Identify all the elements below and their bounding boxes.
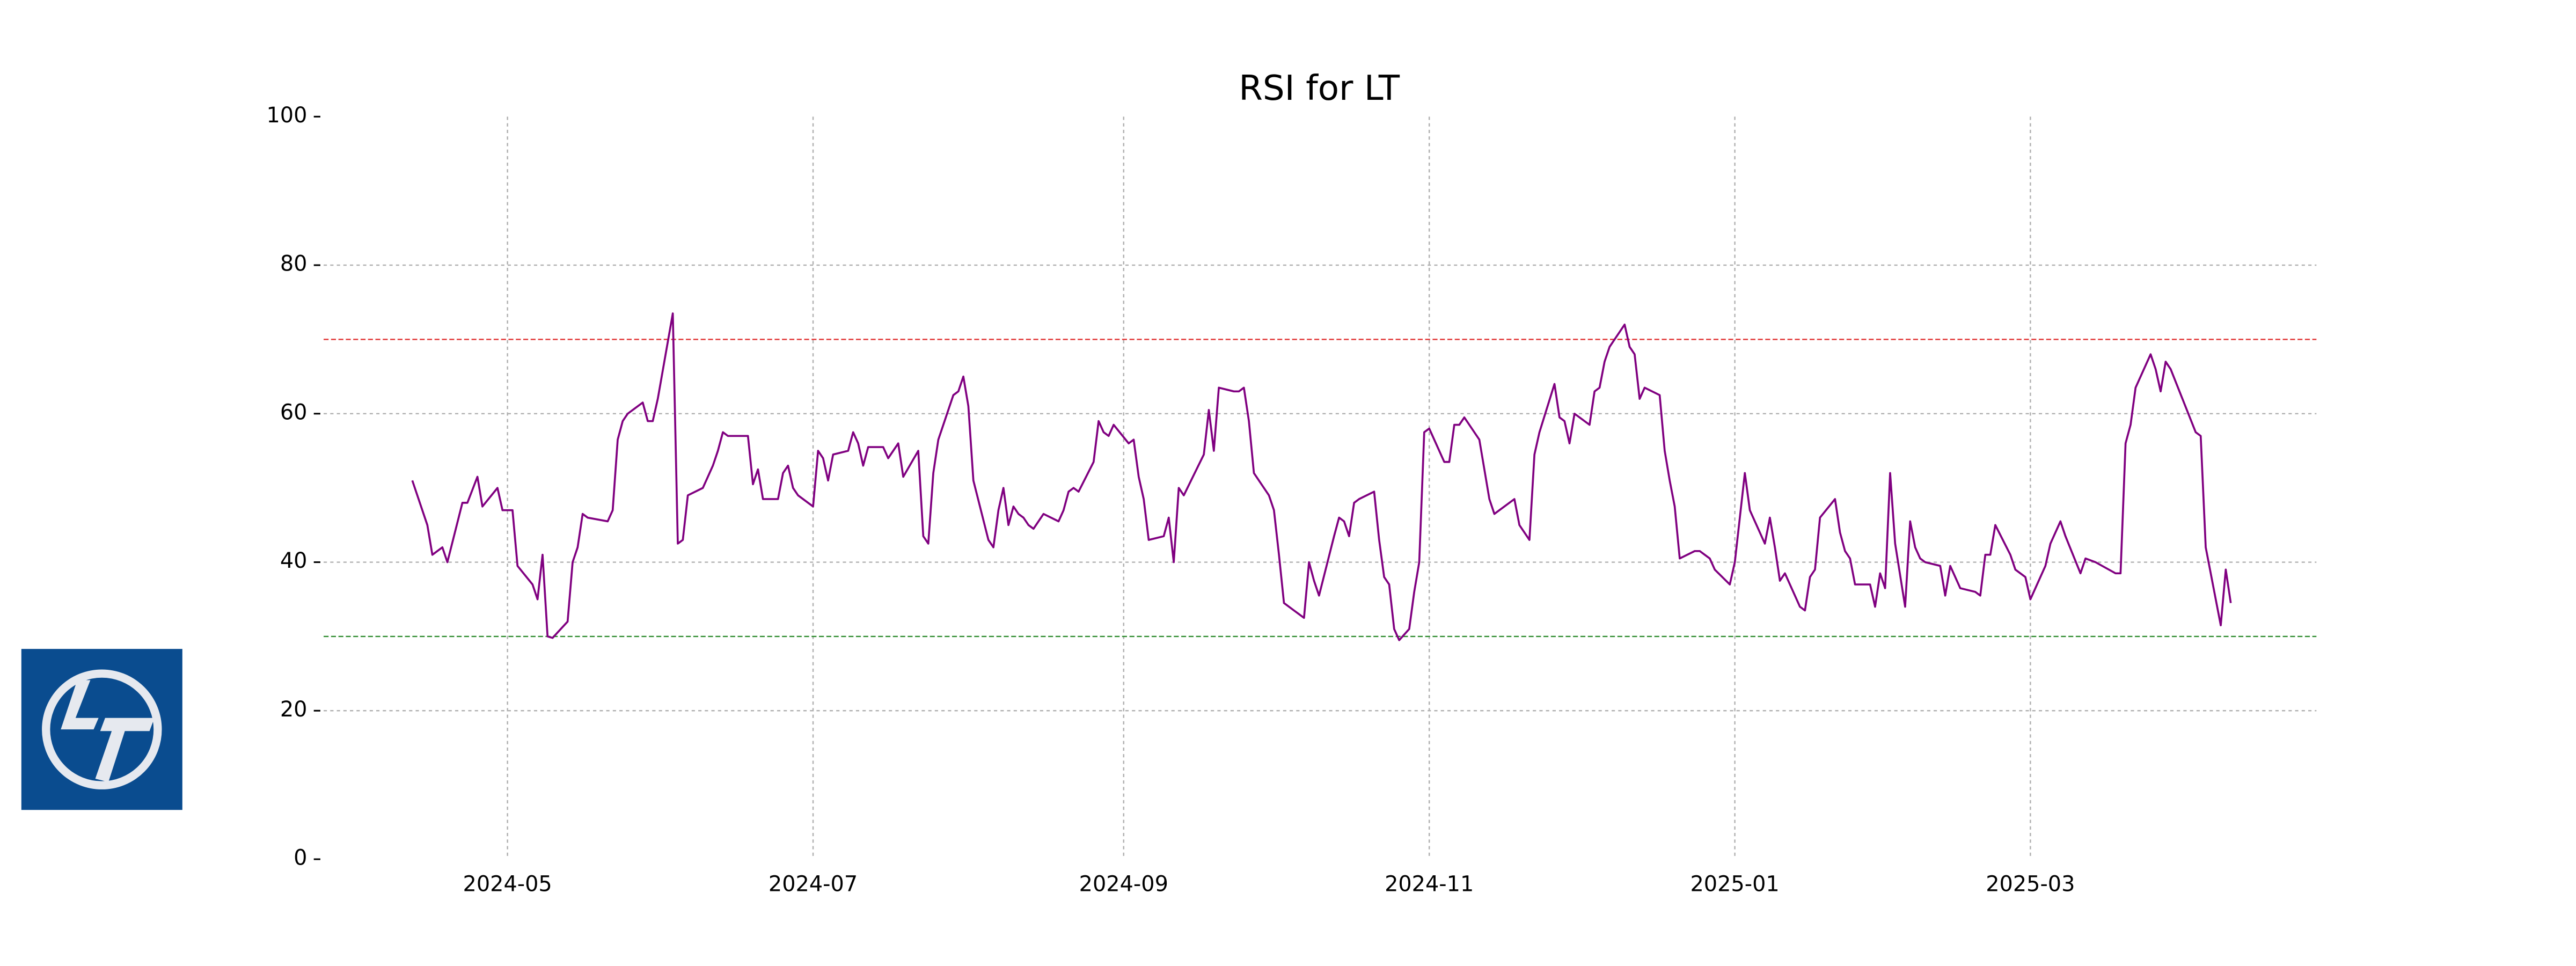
x-tick-label: 2025-03 <box>1986 872 2075 897</box>
x-tick-label: 2024-07 <box>769 872 858 897</box>
y-tick-label: 80 <box>280 252 308 276</box>
y-tick-label: 20 <box>280 697 308 722</box>
x-tick-label: 2025-01 <box>1690 872 1779 897</box>
y-tick-label: 100 <box>267 103 308 128</box>
chart-title: RSI for LT <box>1239 68 1400 108</box>
rsi-line <box>411 312 2232 641</box>
y-tick-label: 60 <box>280 400 308 425</box>
x-tick-label: 2024-05 <box>463 872 552 897</box>
logo-t <box>95 718 155 782</box>
y-tick-label: 40 <box>280 548 308 573</box>
logo <box>21 649 182 810</box>
y-tick-label: 0 <box>294 846 307 870</box>
x-tick-label: 2024-11 <box>1385 872 1474 897</box>
logo-l <box>61 680 99 730</box>
logo-ring <box>42 669 162 789</box>
x-tick-label: 2024-09 <box>1079 872 1168 897</box>
